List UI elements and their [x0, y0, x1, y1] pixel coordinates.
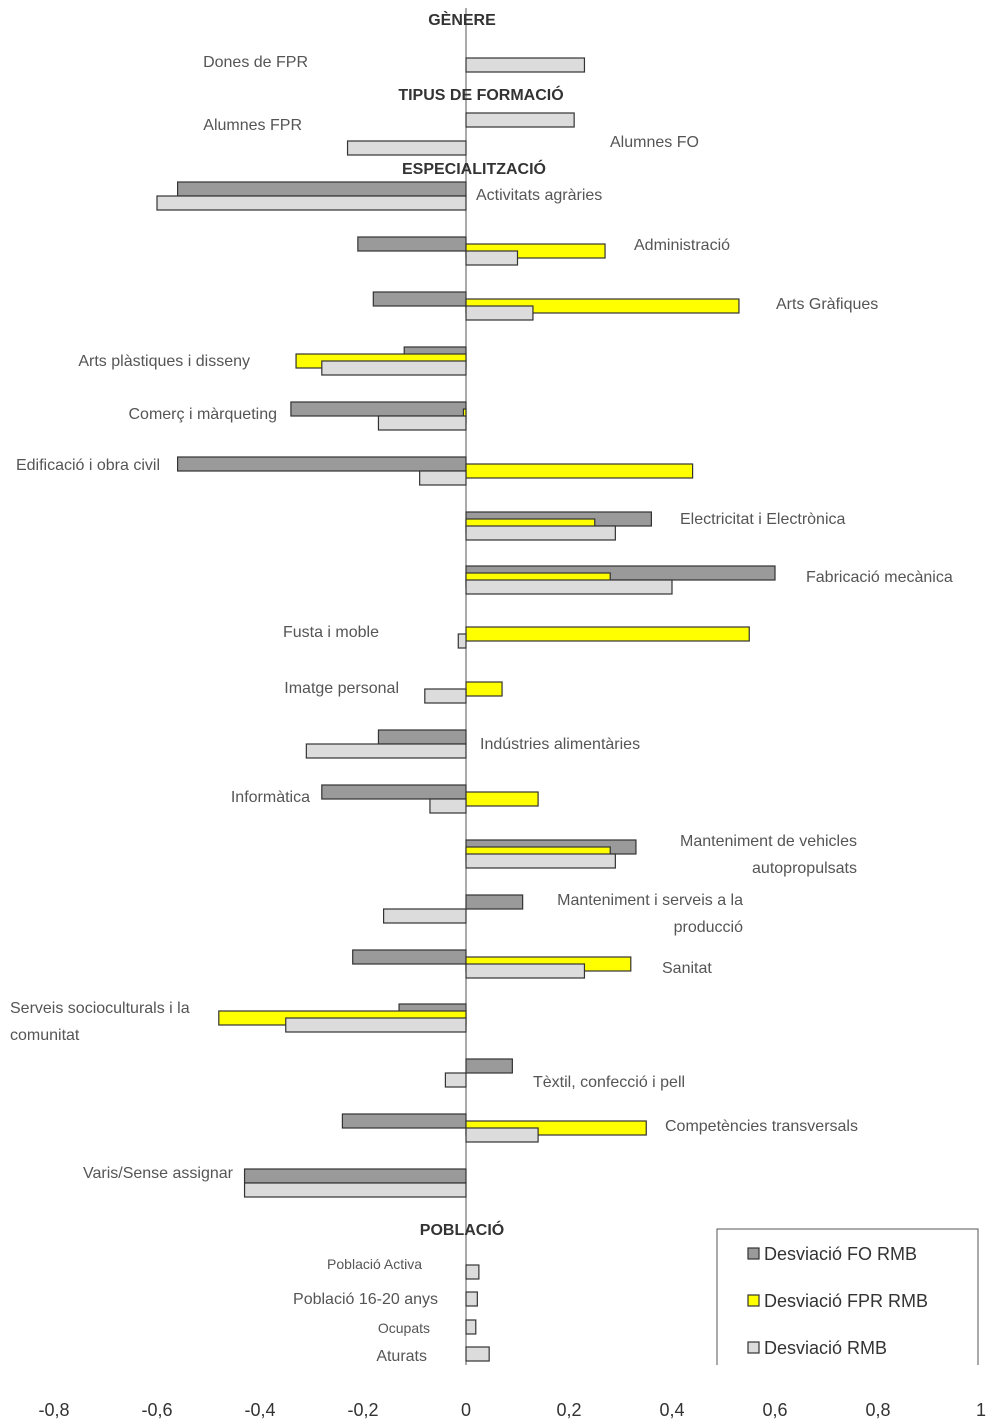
- category-label-varis-sense-assignar: Varis/Sense assignar: [83, 1165, 234, 1182]
- category-label-industries-alimentaries: Indústries alimentàries: [480, 736, 640, 753]
- legend-label-fpr: Desviació FPR RMB: [764, 1291, 928, 1311]
- bar-competencies-transversals-rmb: [465, 1127, 539, 1143]
- bar-arts-grafiques-fo: [372, 291, 467, 307]
- bar-alumnes-fo-rmb: [346, 140, 467, 156]
- category-label-fabricacio-mecanica: Fabricació mecànica: [806, 569, 953, 586]
- bar-activitats-agraries-fo: [177, 181, 467, 197]
- bar-administracio-rmb: [465, 250, 519, 266]
- bar-poblacio-activa-rmb: [465, 1264, 480, 1280]
- x-tick-label: 1: [976, 1400, 986, 1420]
- category-label-manteniment-de-vehicles-autopropulsats: Manteniment de vehicles autopropulsats: [680, 833, 857, 877]
- bar-varis-sense-assignar-fo: [243, 1168, 467, 1184]
- category-label-ocupats: Ocupats: [378, 1320, 430, 1336]
- section-title-genere: GÈNERE: [428, 10, 496, 29]
- bar-industries-alimentaries-rmb: [305, 743, 467, 759]
- bar-aturats-rmb: [465, 1346, 490, 1362]
- bar-serveis-socioculturals-i-la-comunitat-rmb: [285, 1017, 467, 1033]
- category-label-arts-plastiques-i-disseny: Arts plàstiques i disseny: [78, 353, 250, 370]
- category-label-competencies-transversals: Competències transversals: [665, 1118, 858, 1135]
- x-tick-label: 0,2: [556, 1400, 581, 1420]
- section-title-especialitzacio: ESPECIALITZACIÓ: [402, 159, 546, 178]
- bar-fusta-i-moble-fpr: [465, 626, 750, 642]
- bar-fusta-i-moble-rmb: [457, 633, 467, 649]
- bar-manteniment-de-vehicles-autopropulsats-rmb: [465, 853, 616, 869]
- legend-swatch-fpr: [747, 1294, 760, 1307]
- category-label-fusta-i-moble: Fusta i moble: [283, 624, 379, 641]
- legend-label-rmb: Desviació RMB: [764, 1338, 887, 1358]
- bar-edificacio-i-obra-civil-rmb: [419, 470, 467, 486]
- x-tick-label: -0,8: [38, 1400, 69, 1420]
- bar-arts-plastiques-i-disseny-rmb: [321, 360, 467, 376]
- bar-informatica-fo: [321, 784, 467, 800]
- x-tick-label: 0,6: [762, 1400, 787, 1420]
- category-label-textil-confeccio-i-pell: Tèxtil, confecció i pell: [533, 1074, 685, 1091]
- category-label-poblacio-activa: Població Activa: [327, 1256, 422, 1272]
- bar-poblacio-16-20-anys-rmb: [465, 1291, 478, 1307]
- legend-swatch-rmb: [747, 1341, 760, 1354]
- bar-activitats-agraries-rmb: [156, 195, 467, 211]
- category-label-poblacio-16-20-anys: Població 16-20 anys: [293, 1291, 438, 1308]
- category-label-activitats-agraries: Activitats agràries: [476, 187, 602, 204]
- bar-imatge-personal-rmb: [424, 688, 467, 704]
- bar-fabricacio-mecanica-rmb: [465, 579, 673, 595]
- bar-varis-sense-assignar-rmb: [243, 1182, 467, 1198]
- category-label-alumnes-fpr: Alumnes FPR: [203, 117, 302, 134]
- bar-electricitat-i-electronica-rmb: [465, 525, 616, 541]
- bar-alumnes-fpr-rmb: [465, 112, 575, 128]
- section-title-poblacio: POBLACIÓ: [420, 1220, 504, 1239]
- legend-box: [716, 1228, 979, 1365]
- bar-arts-grafiques-rmb: [465, 305, 534, 321]
- x-tick-label: 0: [461, 1400, 471, 1420]
- category-label-manteniment-i-serveis-a-la-produccio: Manteniment i serveis a la producció: [557, 892, 743, 936]
- category-label-edificacio-i-obra-civil: Edificació i obra civil: [16, 457, 160, 474]
- x-tick-label: -0,6: [141, 1400, 172, 1420]
- bar-comerc-i-marqueting-rmb: [377, 415, 467, 431]
- bar-dones-de-fpr-rmb: [465, 57, 586, 73]
- section-title-tipus-de-formacio: TIPUS DE FORMACIÓ: [398, 85, 563, 104]
- category-label-informatica: Informàtica: [231, 789, 310, 806]
- category-label-comerc-i-marqueting: Comerç i màrqueting: [129, 406, 278, 423]
- bar-ocupats-rmb: [465, 1319, 477, 1335]
- x-tick-label: -0,2: [347, 1400, 378, 1420]
- bar-textil-confeccio-i-pell-fo: [465, 1058, 513, 1074]
- bar-manteniment-i-serveis-a-la-produccio-rmb: [383, 908, 467, 924]
- bar-imatge-personal-fpr: [465, 681, 503, 697]
- legend-swatch-fo: [747, 1247, 760, 1260]
- legend-label-fo: Desviació FO RMB: [764, 1244, 917, 1264]
- bar-administracio-fo: [357, 236, 467, 252]
- category-label-arts-grafiques: Arts Gràfiques: [776, 296, 878, 313]
- bar-edificacio-i-obra-civil-fpr: [465, 463, 694, 479]
- category-label-electricitat-i-electronica: Electricitat i Electrònica: [680, 511, 845, 528]
- category-label-alumnes-fo: Alumnes FO: [610, 134, 699, 151]
- bar-edificacio-i-obra-civil-fo: [177, 456, 467, 472]
- bar-competencies-transversals-fo: [341, 1113, 467, 1129]
- category-label-administracio: Administració: [634, 237, 730, 254]
- category-label-imatge-personal: Imatge personal: [284, 680, 399, 697]
- bar-comerc-i-marqueting-fo: [290, 401, 467, 417]
- bar-manteniment-i-serveis-a-la-produccio-fo: [465, 894, 524, 910]
- category-label-serveis-socioculturals-i-la-comunitat: Serveis socioculturals i la comunitat: [10, 1000, 190, 1044]
- bar-informatica-fpr: [465, 791, 539, 807]
- x-tick-label: -0,4: [244, 1400, 275, 1420]
- category-label-dones-de-fpr: Dones de FPR: [203, 54, 308, 71]
- x-tick-label: 0,4: [659, 1400, 684, 1420]
- bar-industries-alimentaries-fo: [377, 729, 467, 745]
- x-tick-label: 0,8: [865, 1400, 890, 1420]
- bar-textil-confeccio-i-pell-rmb: [444, 1072, 467, 1088]
- category-label-sanitat: Sanitat: [662, 960, 712, 977]
- category-label-aturats: Aturats: [376, 1348, 427, 1365]
- bar-informatica-rmb: [429, 798, 467, 814]
- bar-sanitat-rmb: [465, 963, 586, 979]
- bar-sanitat-fo: [352, 949, 467, 965]
